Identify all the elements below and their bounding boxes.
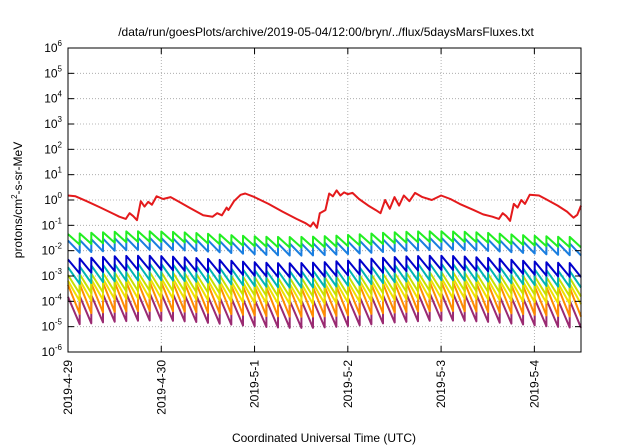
y-tick-label: 10-5	[42, 318, 63, 334]
y-tick-label: 10-4	[42, 292, 63, 308]
y-axis-label-rest: -s-sr-MeV	[11, 142, 25, 195]
chart-title: /data/run/goesPlots/archive/2019-05-04/1…	[118, 25, 534, 39]
y-tick-label: 10-6	[42, 343, 63, 359]
y-tick-label: 100	[44, 191, 62, 207]
y-tick-label: 104	[44, 90, 62, 106]
series-line	[67, 262, 582, 289]
y-axis-ticks: 10-6 10-5 10-4 10-3 10-2 10-1 100 101 102 103 104 1…	[42, 39, 581, 359]
series-line	[67, 230, 582, 249]
y-tick-label: 102	[44, 140, 62, 156]
y-axis-label: protons/cm2-s-sr-MeV	[10, 142, 25, 258]
x-tick-label: 2019-5-3	[434, 360, 448, 408]
x-tick-label: 2019-5-4	[527, 360, 541, 408]
x-tick-label: 2019-5-1	[248, 360, 262, 408]
y-tick-label: 103	[44, 115, 62, 131]
x-axis-ticks: 2019-4-29 2019-4-30 2019-5-1 2019-5-2 2019-5…	[61, 48, 541, 415]
x-tick-label: 2019-5-2	[341, 360, 355, 408]
y-tick-label: 101	[44, 166, 62, 182]
y-tick-label: 105	[44, 64, 62, 80]
x-axis-label: Coordinated Universal Time (UTC)	[232, 431, 416, 445]
y-axis-label-main: protons/cm	[11, 199, 25, 258]
series-line	[67, 254, 582, 279]
series-layer	[67, 189, 582, 329]
series-line	[67, 236, 582, 257]
y-tick-label: 10-3	[42, 267, 63, 283]
y-axis-label-sup: 2	[10, 194, 19, 199]
x-tick-label: 2019-4-30	[154, 360, 168, 415]
y-tick-label: 10-1	[42, 216, 63, 232]
y-tick-label: 106	[44, 39, 62, 55]
series-line	[67, 189, 582, 229]
x-tick-label: 2019-4-29	[61, 360, 75, 415]
y-tick-label: 10-2	[42, 242, 63, 258]
